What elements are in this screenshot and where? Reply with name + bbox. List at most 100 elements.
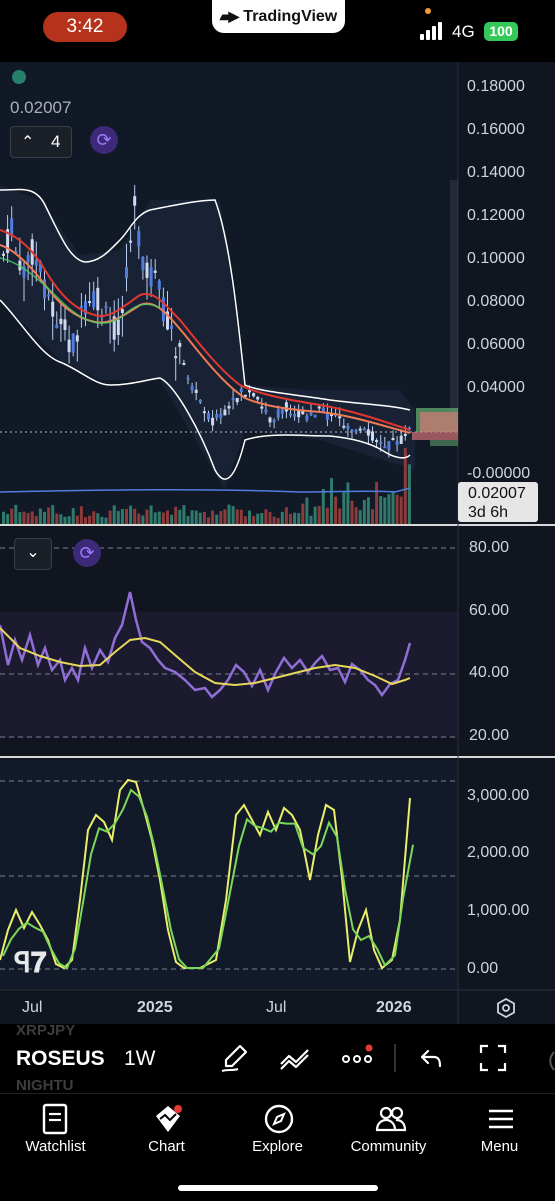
candle-body — [293, 414, 297, 417]
chart-settings-icon[interactable] — [496, 997, 516, 1019]
app-pill[interactable]: ▰▶ TradingView — [212, 0, 345, 33]
nav-community-label: Community — [350, 1138, 427, 1155]
candle-body — [149, 267, 153, 287]
volume-bar — [166, 510, 169, 524]
volume-bar — [112, 505, 116, 524]
sync-icon[interactable]: ⟳ — [90, 126, 118, 154]
nav-chart[interactable]: Chart — [111, 1094, 222, 1174]
chart-canvas[interactable]: ꟼ𝟕 — [0, 62, 555, 1024]
candle-body — [248, 390, 251, 393]
candle-body — [252, 393, 256, 397]
ma-green-line — [0, 257, 161, 324]
volume-bar — [211, 510, 215, 524]
chevron-down-icon[interactable]: ⌄ — [14, 538, 52, 570]
volume-bar — [362, 499, 366, 524]
candle-body — [145, 262, 149, 278]
candle-body — [276, 409, 280, 418]
candle-body — [129, 240, 133, 243]
nav-chart-label: Chart — [148, 1138, 185, 1155]
volume-bar — [207, 517, 210, 524]
candle-body — [211, 417, 215, 426]
brush-icon[interactable] — [218, 1042, 250, 1074]
candle-body — [366, 429, 370, 436]
candle-body — [301, 409, 305, 415]
chart-area[interactable]: ꟼ𝟕 0.02007 ⌃ 4 ⟳ ⌄ ⟳ 0.18000 0.16000 0.1… — [0, 62, 555, 1024]
bar-countdown: 3d 6h — [468, 504, 509, 521]
candle-body — [317, 406, 321, 409]
candle-body — [223, 409, 227, 416]
volume-bar — [51, 505, 55, 524]
candle-body — [272, 420, 276, 423]
home-indicator[interactable] — [178, 1185, 378, 1191]
volume-bar — [354, 507, 358, 524]
overflow-edge-icon[interactable] — [546, 1044, 555, 1074]
candle-body — [321, 407, 325, 413]
symbol-button[interactable]: ROSEUS — [16, 1047, 105, 1070]
volume-bar — [6, 514, 10, 524]
candle-body — [161, 297, 165, 322]
volume-bar — [141, 515, 145, 524]
nav-watchlist[interactable]: Watchlist — [0, 1094, 111, 1174]
time-axis-label: Jul — [266, 999, 287, 1016]
volume-bar — [34, 516, 38, 524]
volume-bar — [223, 509, 227, 524]
volume-bar — [379, 496, 383, 524]
volume-bar — [96, 513, 100, 524]
candle-body — [305, 415, 309, 420]
volume-bar — [215, 514, 219, 524]
candle-body — [96, 287, 100, 311]
volume-bar — [120, 509, 124, 524]
volume-bar — [2, 511, 5, 524]
candle-body — [268, 417, 272, 423]
nav-explore-label: Explore — [252, 1138, 303, 1155]
volume-bar — [194, 510, 198, 524]
bollinger-upper — [0, 188, 411, 411]
watchlist-icon — [42, 1103, 68, 1135]
nav-explore[interactable]: Explore — [222, 1094, 333, 1174]
last-price-label: 0.02007 — [10, 98, 72, 117]
volume-bar — [403, 447, 407, 524]
toolbar-divider — [394, 1044, 396, 1072]
nav-community[interactable]: Community — [333, 1094, 444, 1174]
signal-icon — [420, 22, 446, 40]
menu-icon — [489, 1109, 513, 1129]
candle-body — [79, 305, 83, 308]
market-status-icon[interactable] — [12, 70, 26, 84]
nav-menu[interactable]: Menu — [444, 1094, 555, 1174]
volume-bar — [145, 509, 149, 524]
candle-body — [239, 388, 243, 392]
candle-body — [284, 402, 288, 412]
undo-icon[interactable] — [416, 1044, 446, 1074]
compass-icon — [264, 1104, 294, 1134]
sync-icon[interactable]: ⟳ — [73, 539, 101, 567]
price-scale-label: 0.06000 — [467, 336, 525, 353]
volume-bar — [313, 506, 317, 524]
volume-bar — [133, 508, 137, 524]
bottom-toolbar — [0, 1028, 555, 1092]
candle-body — [10, 218, 14, 236]
tradingview-watermark: ꟼ𝟕 — [14, 947, 47, 978]
price-scale-label: 0.14000 — [467, 164, 525, 181]
stoch-d-line — [2, 788, 414, 970]
layers-count: 4 — [51, 132, 61, 151]
interval-button[interactable]: 1W — [124, 1047, 156, 1070]
volume-bar — [92, 511, 96, 524]
volume-bar — [186, 516, 190, 524]
price-scale-label: 0.10000 — [467, 250, 525, 267]
layers-toggle[interactable]: ⌃ 4 — [10, 126, 72, 158]
volume-bar — [338, 508, 342, 524]
more-options-icon[interactable] — [340, 1042, 376, 1074]
candle-body — [88, 301, 92, 304]
volume-bar — [330, 478, 333, 524]
indicators-icon[interactable] — [278, 1042, 314, 1074]
candle-body — [403, 433, 407, 436]
volume-bar — [239, 509, 243, 524]
volume-bar — [43, 511, 46, 524]
candle-body — [395, 441, 399, 446]
candle-body — [14, 251, 18, 254]
candle-body — [260, 406, 264, 409]
fullscreen-icon[interactable] — [478, 1043, 508, 1073]
volume-bar — [235, 509, 239, 524]
candle-body — [75, 335, 79, 342]
volume-bar — [248, 510, 251, 524]
